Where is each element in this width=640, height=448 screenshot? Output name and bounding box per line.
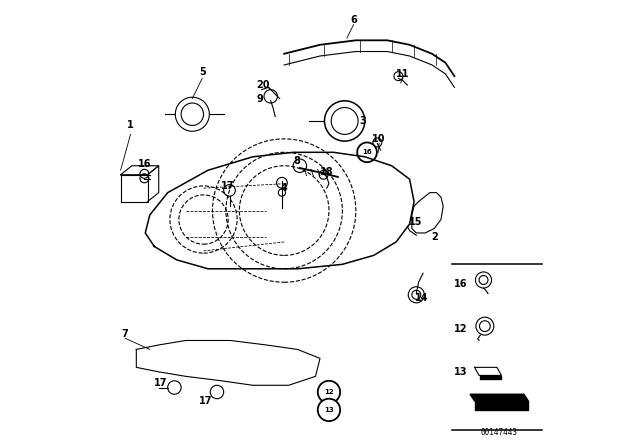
Text: 13: 13 xyxy=(324,407,334,413)
Text: 20: 20 xyxy=(257,80,270,90)
Text: 12: 12 xyxy=(454,324,468,334)
Text: 13: 13 xyxy=(454,367,468,377)
Text: 4: 4 xyxy=(281,183,287,193)
Text: 18: 18 xyxy=(320,168,333,177)
Text: 00147443: 00147443 xyxy=(481,428,518,437)
Text: 14: 14 xyxy=(415,293,429,303)
Text: 12: 12 xyxy=(324,389,334,395)
Circle shape xyxy=(318,381,340,403)
Text: 17: 17 xyxy=(221,181,235,191)
Polygon shape xyxy=(470,394,529,401)
Text: 6: 6 xyxy=(350,15,357,25)
Text: 11: 11 xyxy=(396,69,410,79)
Text: 15: 15 xyxy=(409,217,422,227)
Text: 16: 16 xyxy=(454,280,468,289)
Text: 1: 1 xyxy=(127,121,134,130)
Text: 17: 17 xyxy=(199,396,212,406)
Circle shape xyxy=(318,399,340,421)
Text: 9: 9 xyxy=(256,94,263,103)
Text: 16: 16 xyxy=(138,159,151,168)
Text: 10: 10 xyxy=(372,134,386,144)
Text: 8: 8 xyxy=(293,156,300,166)
Circle shape xyxy=(357,142,377,162)
Text: 7: 7 xyxy=(122,329,129,339)
Text: 5: 5 xyxy=(199,67,205,77)
Text: 16: 16 xyxy=(362,149,372,155)
Text: 17: 17 xyxy=(154,379,168,388)
Text: 3: 3 xyxy=(359,116,366,126)
Text: 2: 2 xyxy=(431,233,438,242)
